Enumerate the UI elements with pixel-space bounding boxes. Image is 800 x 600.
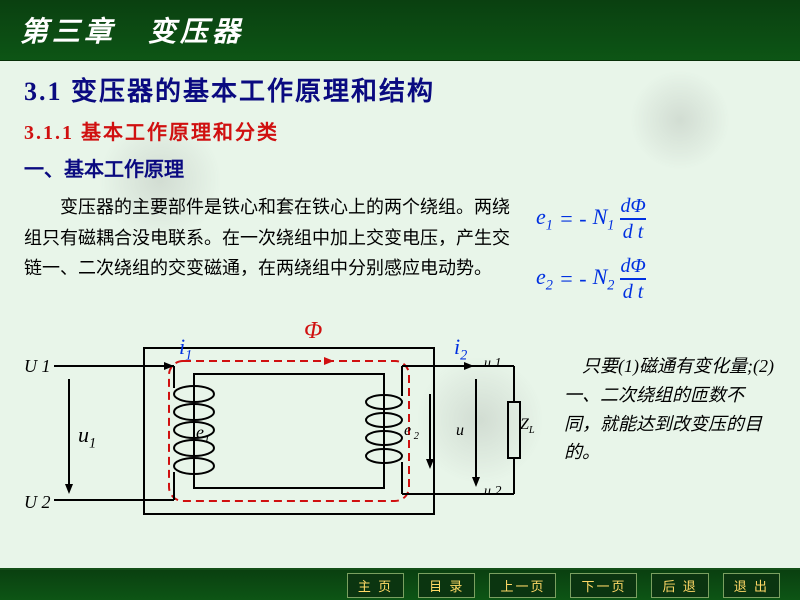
u-mid-label: u: [456, 422, 464, 440]
u1-label: u1: [78, 422, 96, 452]
i1-label: i1: [179, 334, 192, 364]
exit-button[interactable]: 退 出: [723, 573, 780, 598]
phi-label: Φ: [304, 318, 322, 345]
e1-label: e1: [196, 422, 210, 446]
home-button[interactable]: 主 页: [347, 573, 404, 598]
u2-bot-label: U 2: [24, 492, 51, 513]
uout2-label: u 2: [484, 484, 502, 500]
body-row: 变压器的主要部件是铁心和套在铁心上的两个绕组。两绕组只有磁耦合没电联系。在一次绕…: [24, 192, 776, 316]
side-note: 只要(1)磁通有变化量;(2)一、二次绕组的匝数不同，就能达到改变压的目的。: [554, 324, 776, 534]
e2-label: e 2: [404, 422, 419, 442]
transformer-diagram: Φ i1 i2 U 1 U 2 u1 e1 e 2 u 1 u 2 u ZL: [24, 324, 554, 534]
toc-button[interactable]: 目 录: [418, 573, 475, 598]
prev-button[interactable]: 上一页: [489, 573, 556, 598]
uout1-label: u 1: [484, 356, 502, 372]
fraction: dΦ d t: [620, 196, 645, 242]
zl-label: ZL: [520, 416, 535, 436]
subheading: 一、基本工作原理: [24, 153, 776, 182]
next-button[interactable]: 下一页: [570, 573, 637, 598]
formula-block: e1 = - N1 dΦ d t e2 = - N2 dΦ d t: [536, 192, 776, 316]
u1-top-label: U 1: [24, 356, 51, 377]
formula-e1: e1 = - N1 dΦ d t: [536, 196, 776, 242]
body-paragraph: 变压器的主要部件是铁心和套在铁心上的两个绕组。两绕组只有磁耦合没电联系。在一次绕…: [24, 192, 526, 316]
footer-nav: 主 页 目 录 上一页 下一页 后 退 退 出: [0, 568, 800, 600]
back-button[interactable]: 后 退: [651, 573, 708, 598]
subsection-title: 3.1.1 基本工作原理和分类: [24, 116, 776, 145]
diagram-row: Φ i1 i2 U 1 U 2 u1 e1 e 2 u 1 u 2 u ZL: [24, 324, 776, 534]
i2-label: i2: [454, 334, 467, 364]
formula-e2: e2 = - N2 dΦ d t: [536, 256, 776, 302]
transformer-svg: [24, 324, 554, 534]
section-title: 3.1 变压器的基本工作原理和结构: [24, 71, 776, 108]
fraction: dΦ d t: [620, 256, 645, 302]
content-area: 3.1 变压器的基本工作原理和结构 3.1.1 基本工作原理和分类 一、基本工作…: [0, 61, 800, 534]
